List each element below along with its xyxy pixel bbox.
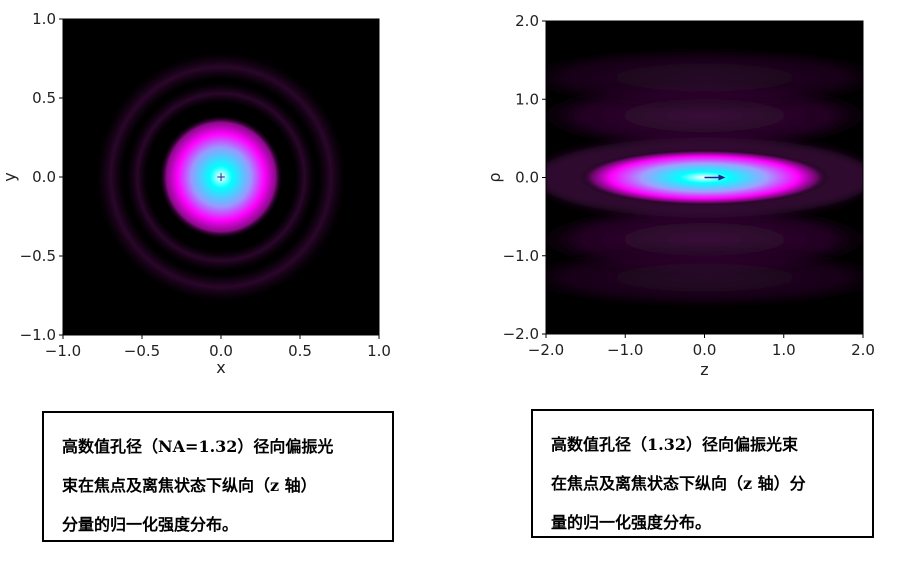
y-tick-label: 0.0 bbox=[32, 168, 56, 186]
y-tick-label: 2.0 bbox=[515, 12, 539, 30]
x-tick-label: 2.0 bbox=[851, 341, 875, 359]
center-marker: + bbox=[216, 170, 226, 184]
side-lobe-upper-outer bbox=[546, 47, 863, 108]
side-lobe-lower-outer bbox=[546, 247, 863, 308]
x-tick-label: −0.5 bbox=[124, 342, 160, 360]
chart-right: −2.0 −1.0 0.0 1.0 2.0 2.0 1.0 0.0 −1.0 −2.0 z ρ bbox=[485, 12, 875, 379]
x-tick-label: 1.0 bbox=[367, 342, 391, 360]
y-tick-label: −2.0 bbox=[503, 325, 539, 343]
y-tick-label: 0.5 bbox=[32, 89, 56, 107]
caption-line: 在焦点及离焦状态下纵向（z 轴）分 bbox=[551, 474, 806, 493]
y-axis-label: y bbox=[0, 172, 19, 181]
caption-line: 高数值孔径（1.32）径向偏振光束 bbox=[551, 435, 798, 454]
caption-box-left: 高数值孔径（NA=1.32）径向偏振光 束在焦点及离焦状态下纵向（z 轴） 分量… bbox=[42, 411, 394, 542]
intensity-field: + bbox=[96, 52, 346, 302]
focal-spot bbox=[159, 115, 283, 239]
y-tick-label: −1.0 bbox=[503, 247, 539, 265]
x-tick-label: 1.0 bbox=[772, 341, 796, 359]
caption-line: 束在焦点及离焦状态下纵向（z 轴） bbox=[62, 476, 317, 495]
caption-line: 量的归一化强度分布。 bbox=[551, 513, 712, 532]
y-tick-label: 1.0 bbox=[32, 10, 56, 28]
chart-left: + −1.0 −0.5 0.0 0.5 1.0 1.0 0.5 0.0 −0.5 −1.0 x y bbox=[0, 10, 391, 377]
x-tick-label: −1.0 bbox=[607, 341, 643, 359]
y-tick-label: −1.0 bbox=[20, 326, 56, 344]
caption-line: 分量的归一化强度分布。 bbox=[62, 515, 239, 534]
x-axis-label: x bbox=[216, 358, 225, 377]
center-arrow bbox=[704, 174, 726, 181]
x-tick-label: −2.0 bbox=[528, 341, 564, 359]
x-tick-label: −1.0 bbox=[45, 342, 81, 360]
intensity-field bbox=[546, 47, 863, 308]
caption-box-right: 高数值孔径（1.32）径向偏振光束 在焦点及离焦状态下纵向（z 轴）分 量的归一… bbox=[531, 409, 874, 538]
y-axis-label: ρ bbox=[485, 172, 504, 182]
y-tick-label: −0.5 bbox=[20, 247, 56, 265]
x-axis-label: z bbox=[700, 360, 708, 379]
x-tick-label: 0.5 bbox=[288, 342, 312, 360]
y-tick-label: 0.0 bbox=[515, 169, 539, 187]
caption-line: 高数值孔径（NA=1.32）径向偏振光 bbox=[62, 437, 334, 456]
y-tick-label: 1.0 bbox=[515, 90, 539, 108]
x-tick-label: 0.0 bbox=[693, 341, 717, 359]
x-tick-label: 0.0 bbox=[209, 342, 233, 360]
